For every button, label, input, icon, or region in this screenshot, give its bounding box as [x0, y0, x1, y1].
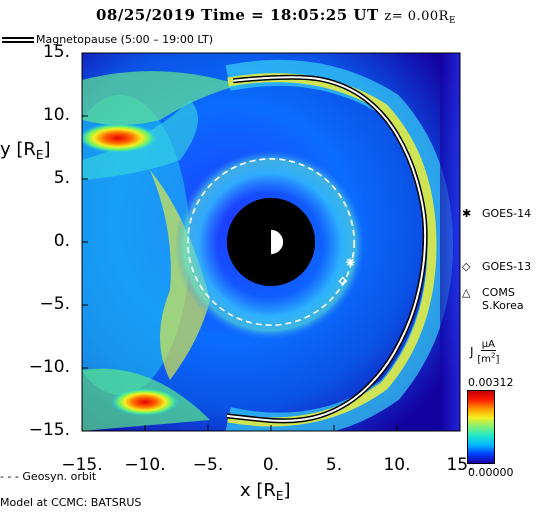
satellite-label: GOES-13	[482, 260, 532, 273]
satellite-legend-item: ✱ GOES-14	[462, 207, 531, 220]
y-tick-label: 10.	[42, 105, 70, 125]
satellite-legend-item: ◇ GOES-13	[462, 260, 531, 273]
satellite-symbol-icon: △	[462, 286, 471, 299]
x-tick-label: 0.	[262, 455, 280, 475]
geosynchronous-orbit	[187, 158, 355, 326]
title-date: 08/25/2019	[95, 6, 196, 24]
y-axis-title: y [RE]	[0, 139, 51, 162]
earth-night-side	[258, 229, 271, 255]
y-tick-label: 15.	[42, 42, 70, 62]
x-tick-label: 15.	[446, 455, 474, 475]
title-time: Time = 18:05:25 UT	[201, 6, 379, 24]
x-tick-label: −5.	[192, 455, 224, 475]
magnetopause-legend-label: Magnetopause (5:00 – 19:00 LT)	[36, 33, 213, 46]
x-tick-label: −15.	[61, 455, 103, 475]
magnetopause-legend-line	[2, 36, 34, 44]
x-tick-label: 5.	[325, 455, 343, 475]
x-axis-title: x [RE]	[240, 480, 291, 503]
y-tick-label: −5.	[39, 294, 70, 314]
title-z: z= 0.00RE	[384, 9, 457, 26]
chart-title: 08/25/2019 Time = 18:05:25 UT z= 0.00RE	[0, 6, 552, 26]
colorbar-title: J [µA m2]	[470, 339, 500, 366]
satellite-symbol-icon: ✱	[462, 207, 472, 220]
data-layer	[81, 52, 461, 432]
colorbar-min-label: 0.00000	[468, 466, 514, 479]
satellite-label-line2: S.Korea	[482, 299, 524, 312]
satellite-label: GOES-14	[482, 207, 532, 220]
y-tick-label: 5.	[53, 168, 70, 188]
y-tick-label: −15.	[28, 420, 70, 440]
satellite-label: COMS	[482, 286, 515, 299]
y-tick-label: 0.	[53, 231, 70, 251]
heatmap-band-upper	[82, 71, 240, 125]
heatmap-dayside-edge	[440, 53, 460, 431]
y-tick-label: −10.	[28, 357, 70, 377]
colorbar-max-label: 0.00312	[468, 376, 514, 389]
model-credit: Model at CCMC: BATSRUS	[0, 496, 142, 509]
geosyn-legend: - - - Geosyn. orbit	[0, 470, 97, 483]
satellite-marker-goes-14	[346, 258, 355, 267]
heatmap-hotspot-upper	[82, 123, 158, 153]
satellite-symbol-icon: ◇	[462, 260, 471, 273]
magnetopause-line	[226, 76, 427, 422]
satellite-legend-item: △ COMS S.Korea	[462, 286, 524, 312]
colorbar	[467, 390, 495, 464]
heatmap-hotspot-lower	[111, 388, 179, 416]
satellite-marker-goes-13	[338, 276, 348, 286]
x-tick-label: −10.	[124, 455, 166, 475]
x-tick-label: 10.	[383, 455, 411, 475]
